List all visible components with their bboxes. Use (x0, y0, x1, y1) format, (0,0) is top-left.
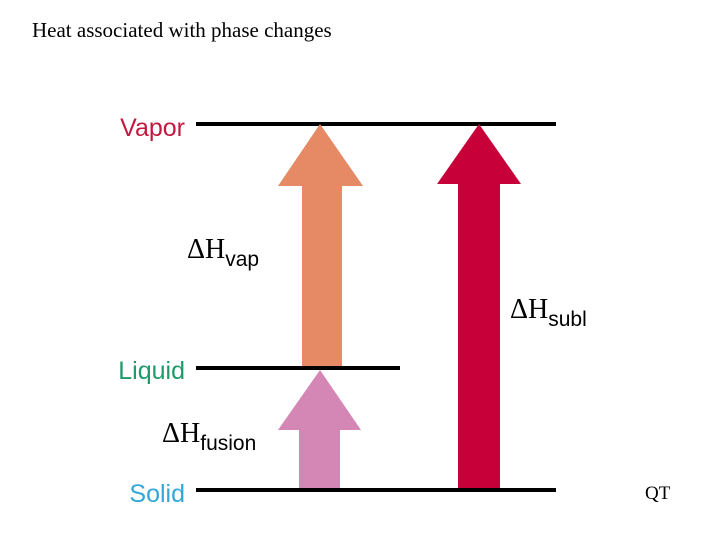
delta-h-symbol: ΔH (510, 294, 548, 325)
page-title: Heat associated with phase changes (32, 18, 332, 42)
delta-h-vap-label: ΔHvap (187, 234, 259, 271)
vap-subscript: vap (225, 248, 259, 271)
sublimation-arrow (437, 124, 521, 488)
vaporization-arrow (278, 124, 363, 366)
liquid-label: Liquid (118, 357, 185, 385)
fusion-arrow (278, 370, 361, 488)
fusion-subscript: fusion (200, 432, 256, 455)
footer-tag: QT (645, 483, 671, 504)
delta-h-symbol: ΔH (162, 418, 200, 449)
delta-h-fusion-label: ΔHfusion (162, 418, 256, 455)
vapor-label: Vapor (120, 114, 185, 142)
delta-h-subl-label: ΔHsubl (510, 294, 587, 331)
solid-label: Solid (129, 480, 185, 508)
subl-subscript: subl (548, 308, 587, 331)
delta-h-symbol: ΔH (187, 234, 225, 265)
